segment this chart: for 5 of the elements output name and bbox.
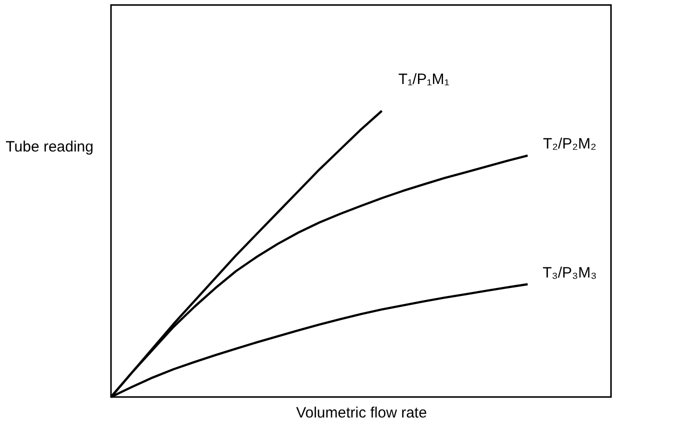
series-label: T₃/P₃M₃	[542, 264, 597, 282]
x-axis-title: Volumetric flow rate	[296, 404, 427, 422]
y-axis-title: Tube reading	[6, 138, 94, 156]
series-label: T₁/P₁M₁	[398, 70, 450, 88]
series-label: T₂/P₂M₂	[543, 136, 596, 153]
